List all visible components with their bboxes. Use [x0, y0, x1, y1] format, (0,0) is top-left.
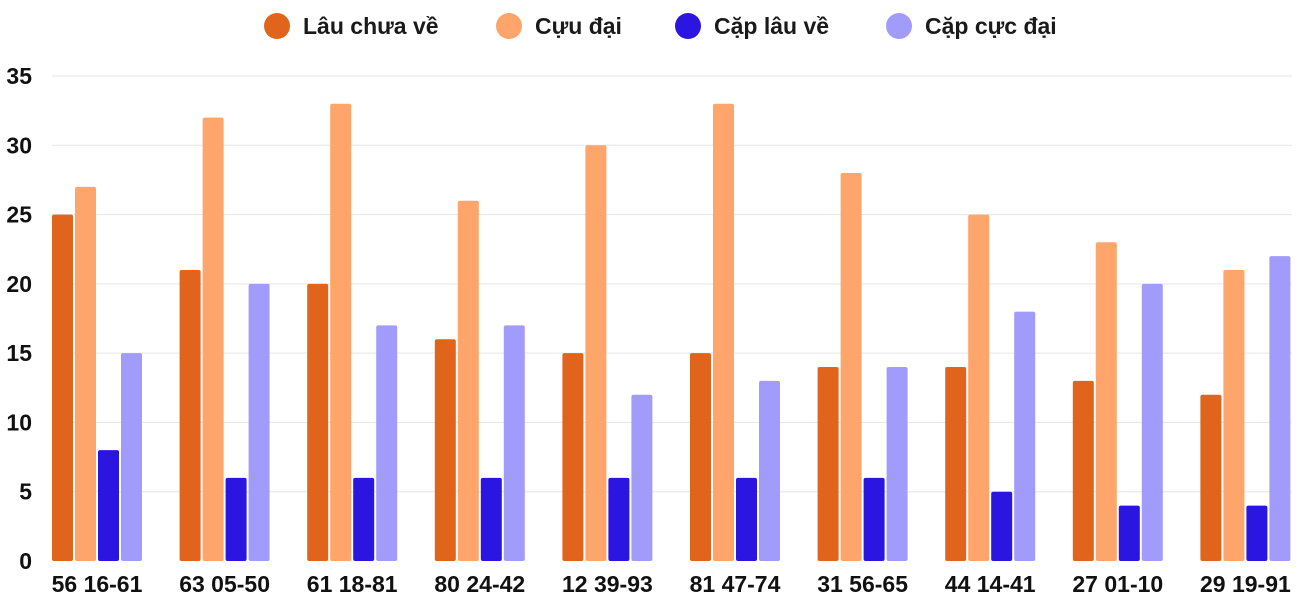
- y-tick-label: 0: [19, 548, 32, 574]
- bar-cuu-dai-80-24-42: [457, 200, 479, 561]
- legend-item-lau-chua-ve: Lâu chưa về: [264, 13, 439, 39]
- bar-cuu-dai-81-47-74: [713, 103, 734, 561]
- bar-lau-chua-ve-56-16-61: [52, 214, 73, 562]
- x-tick-label: 31 56-65: [817, 571, 908, 597]
- x-tick-label: 56 16-61: [52, 571, 143, 597]
- bar-cap-cuc-dai-12-39-93: [631, 394, 653, 561]
- y-tick-label: 25: [6, 202, 32, 228]
- bar-cuu-dai-56-16-61: [75, 186, 96, 561]
- y-tick-label: 10: [6, 409, 32, 435]
- bar-cuu-dai-12-39-93: [585, 145, 607, 562]
- y-tick-label: 15: [6, 340, 32, 366]
- y-tick-label: 35: [6, 63, 32, 89]
- bar-cuu-dai-44-14-41: [968, 214, 990, 562]
- bar-lau-chua-ve-81-47-74: [690, 353, 711, 561]
- legend-item-cuu-dai: Cựu đại: [496, 13, 622, 39]
- legend-label: Cựu đại: [535, 13, 622, 39]
- bar-cap-lau-ve-27-01-10: [1118, 505, 1140, 561]
- bar-cap-cuc-dai-61-18-81: [376, 325, 398, 561]
- legend-marker: [264, 13, 290, 39]
- x-tick-label: 27 01-10: [1072, 571, 1163, 597]
- bar-cap-lau-ve-44-14-41: [991, 491, 1013, 561]
- bars: [52, 103, 1291, 562]
- x-tick-label: 12 39-93: [562, 571, 653, 597]
- bar-cap-lau-ve-63-05-50: [225, 477, 247, 561]
- bar-cap-lau-ve-81-47-74: [736, 477, 757, 561]
- x-tick-label: 29 19-91: [1200, 571, 1291, 597]
- x-tick-label: 80 24-42: [434, 571, 525, 597]
- legend: Lâu chưa về Cựu đại Cặp lâu về Cặp cực đại: [264, 13, 1057, 39]
- bar-lau-chua-ve-12-39-93: [562, 353, 584, 561]
- bar-cap-cuc-dai-29-19-91: [1269, 256, 1291, 561]
- legend-marker: [886, 13, 912, 39]
- bar-lau-chua-ve-29-19-91: [1200, 394, 1222, 561]
- y-axis: 0 5 10 15 20 25 30 35: [6, 63, 32, 574]
- bar-cuu-dai-63-05-50: [202, 117, 224, 562]
- bar-cuu-dai-29-19-91: [1223, 270, 1245, 561]
- bar-cap-lau-ve-61-18-81: [353, 477, 375, 561]
- x-tick-label: 61 18-81: [307, 571, 398, 597]
- bar-cap-lau-ve-31-56-65: [863, 477, 885, 561]
- legend-label: Cặp lâu về: [714, 13, 829, 39]
- legend-label: Cặp cực đại: [925, 13, 1057, 39]
- bar-cap-lau-ve-29-19-91: [1246, 505, 1268, 561]
- bar-cap-cuc-dai-80-24-42: [503, 325, 525, 561]
- y-tick-label: 5: [19, 479, 32, 505]
- legend-item-cap-cuc-dai: Cặp cực đại: [886, 13, 1057, 39]
- bar-cap-cuc-dai-63-05-50: [248, 283, 270, 561]
- x-tick-label: 81 47-74: [690, 571, 781, 597]
- y-tick-label: 20: [6, 271, 32, 297]
- bar-cap-lau-ve-56-16-61: [98, 450, 119, 561]
- legend-marker: [496, 13, 522, 39]
- bar-cap-cuc-dai-44-14-41: [1014, 311, 1036, 561]
- bar-cuu-dai-31-56-65: [840, 173, 862, 561]
- y-tick-label: 30: [6, 132, 32, 158]
- bar-cap-cuc-dai-81-47-74: [759, 380, 780, 561]
- x-axis: 56 16-61 63 05-50 61 18-81 80 24-42 12 39-93…: [52, 571, 1291, 597]
- bar-cap-cuc-dai-56-16-61: [121, 353, 142, 561]
- bar-lau-chua-ve-27-01-10: [1072, 380, 1094, 561]
- bar-cap-lau-ve-12-39-93: [608, 477, 630, 561]
- bar-lau-chua-ve-63-05-50: [179, 270, 201, 561]
- bar-lau-chua-ve-44-14-41: [945, 367, 967, 561]
- bar-cap-cuc-dai-31-56-65: [886, 367, 908, 561]
- bar-cap-cuc-dai-27-01-10: [1141, 283, 1163, 561]
- bar-cuu-dai-61-18-81: [330, 103, 352, 561]
- bar-lau-chua-ve-31-56-65: [817, 367, 839, 561]
- x-tick-label: 63 05-50: [179, 571, 270, 597]
- x-tick-label: 44 14-41: [945, 571, 1036, 597]
- bar-cuu-dai-27-01-10: [1095, 242, 1117, 562]
- legend-marker: [675, 13, 701, 39]
- bar-lau-chua-ve-61-18-81: [307, 283, 329, 561]
- bar-lau-chua-ve-80-24-42: [434, 339, 456, 561]
- legend-label: Lâu chưa về: [303, 13, 439, 39]
- legend-item-cap-lau-ve: Cặp lâu về: [675, 13, 829, 39]
- bar-cap-lau-ve-80-24-42: [480, 477, 502, 561]
